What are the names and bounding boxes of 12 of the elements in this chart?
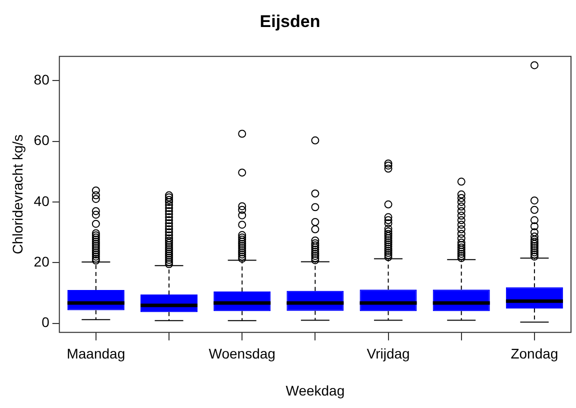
x-axis-title: Weekdag [286,382,345,398]
y-tick-label: 80 [34,72,50,88]
y-axis-title: Chloridevracht kg/s [9,134,26,254]
x-tick-label: Zondag [510,346,558,362]
x-tick-label: Vrijdag [366,346,410,362]
x-tick-label: Maandag [66,346,126,362]
y-tick-label: 60 [34,132,50,148]
y-tick-label: 40 [34,192,50,209]
chart-title: Eijsden [260,12,320,31]
y-tick-label: 20 [34,254,50,270]
x-tick-label: Woensdag [208,346,276,362]
y-tick-label: 0 [42,314,50,330]
